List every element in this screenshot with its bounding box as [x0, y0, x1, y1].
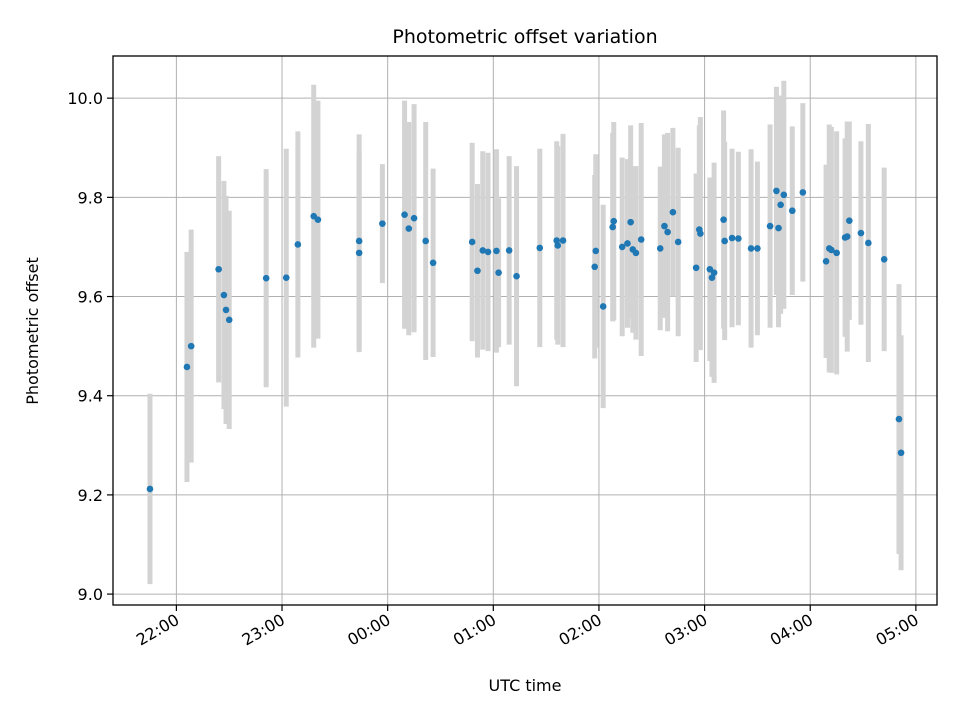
- data-point: [895, 415, 903, 423]
- data-point: [664, 228, 671, 236]
- data-point: [282, 274, 290, 281]
- data-point: [591, 263, 599, 271]
- data-point: [554, 242, 562, 249]
- data-point: [799, 189, 807, 196]
- y-tick-label: 9.6: [78, 288, 103, 307]
- data-point: [710, 269, 718, 277]
- data-point: [215, 265, 222, 273]
- data-point: [505, 247, 513, 254]
- y-tick-label: 9.8: [78, 188, 103, 207]
- data-point: [708, 274, 716, 281]
- data-point: [610, 217, 618, 225]
- data-point: [468, 238, 476, 246]
- data-point: [618, 243, 626, 251]
- data-point: [599, 303, 607, 310]
- data-point: [553, 237, 560, 244]
- data-point: [674, 238, 682, 246]
- y-axis-label: Photometric offset: [23, 257, 42, 405]
- data-point: [405, 225, 413, 232]
- data-point: [262, 274, 270, 282]
- data-point: [773, 187, 780, 195]
- data-point: [479, 247, 487, 254]
- data-point: [355, 237, 363, 245]
- y-tick-label: 9.4: [78, 387, 103, 406]
- data-point: [592, 247, 600, 255]
- data-point: [692, 264, 700, 272]
- data-point: [609, 223, 616, 231]
- data-point: [669, 208, 677, 216]
- data-point: [379, 220, 386, 227]
- data-point: [422, 237, 429, 245]
- data-point: [766, 222, 774, 230]
- data-point: [513, 272, 520, 280]
- y-tick-label: 10.0: [67, 89, 103, 108]
- data-point: [828, 246, 835, 254]
- data-point: [897, 449, 905, 457]
- x-axis-label: UTC time: [489, 676, 562, 695]
- data-point: [637, 236, 645, 243]
- data-point: [880, 256, 888, 263]
- data-points: [146, 187, 905, 493]
- data-point: [220, 291, 228, 299]
- data-point: [865, 239, 872, 247]
- data-point: [780, 191, 788, 199]
- data-point: [495, 269, 502, 277]
- data-point: [777, 201, 784, 209]
- data-point: [754, 245, 761, 252]
- y-axis: 9.0 9.2 9.4 9.6 9.8 10.0: [67, 89, 113, 604]
- data-point: [429, 259, 437, 267]
- data-point: [721, 237, 728, 245]
- data-point: [661, 222, 668, 230]
- data-point: [355, 249, 363, 257]
- data-point: [493, 247, 500, 255]
- data-point: [294, 241, 302, 248]
- data-point: [187, 342, 195, 350]
- data-point: [747, 245, 755, 252]
- data-point: [183, 363, 191, 371]
- data-point: [697, 230, 704, 237]
- data-point: [559, 237, 567, 244]
- data-point: [775, 224, 782, 232]
- data-point: [536, 244, 544, 252]
- data-point: [474, 267, 481, 275]
- chart-title: Photometric offset variation: [392, 26, 657, 48]
- data-point: [843, 233, 851, 240]
- data-point: [857, 229, 865, 237]
- data-point: [225, 316, 233, 324]
- y-tick-label: 9.2: [78, 486, 103, 505]
- data-point: [720, 216, 727, 223]
- data-point: [833, 249, 840, 257]
- data-point: [728, 234, 736, 242]
- data-point: [632, 249, 640, 257]
- y-tick-label: 9.0: [78, 585, 103, 604]
- data-point: [410, 214, 418, 222]
- data-point: [484, 248, 492, 256]
- grid: [113, 56, 937, 605]
- data-point: [627, 218, 634, 226]
- data-point: [656, 245, 664, 252]
- data-point: [788, 207, 796, 215]
- data-point: [624, 240, 631, 247]
- plot-frame: [112, 55, 938, 606]
- data-point: [146, 485, 154, 493]
- data-point: [822, 258, 830, 265]
- data-point: [846, 217, 853, 224]
- data-point: [314, 216, 322, 223]
- data-point: [222, 306, 230, 314]
- data-point: [401, 211, 408, 218]
- data-point: [735, 235, 742, 242]
